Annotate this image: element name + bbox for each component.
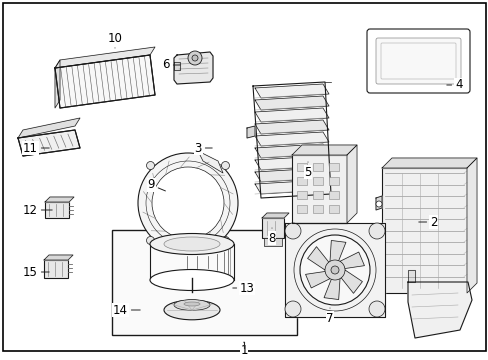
Text: 4: 4 [446,78,462,91]
Ellipse shape [163,237,220,251]
Polygon shape [254,156,328,170]
Bar [296,177,306,185]
Bar [112,230,296,335]
Polygon shape [341,270,362,293]
Circle shape [285,223,301,239]
Bar [291,155,346,223]
Ellipse shape [150,234,234,255]
Bar [328,191,338,199]
Polygon shape [407,282,471,338]
FancyBboxPatch shape [366,29,469,93]
Polygon shape [254,84,328,98]
Polygon shape [285,223,384,317]
Ellipse shape [150,270,234,291]
Polygon shape [254,120,328,134]
Polygon shape [466,158,476,293]
Circle shape [138,153,238,253]
Ellipse shape [183,302,200,306]
Text: 3: 3 [194,141,212,154]
Ellipse shape [174,300,209,310]
Polygon shape [254,108,328,122]
Polygon shape [254,96,328,110]
Text: 1: 1 [240,342,247,356]
Polygon shape [305,271,329,288]
Polygon shape [381,158,476,168]
Polygon shape [246,126,254,138]
Polygon shape [254,168,328,182]
Bar [312,163,323,171]
Text: 8: 8 [268,228,275,244]
Bar [328,163,338,171]
Bar [264,238,282,246]
Circle shape [146,162,154,170]
Ellipse shape [163,300,220,320]
Polygon shape [44,255,73,260]
Bar [328,205,338,213]
Polygon shape [407,270,414,282]
Text: 9: 9 [147,179,165,192]
Polygon shape [55,60,60,108]
Text: 14: 14 [113,303,140,316]
Bar [381,168,466,293]
Bar [45,202,69,218]
Text: 7: 7 [325,308,333,324]
Text: 10: 10 [107,31,122,48]
Polygon shape [254,132,328,146]
Circle shape [375,201,381,207]
Circle shape [368,223,384,239]
Bar [296,163,306,171]
Polygon shape [375,196,381,210]
Text: 15: 15 [23,266,49,279]
Polygon shape [18,118,80,138]
Polygon shape [174,62,180,70]
Polygon shape [55,47,155,68]
Text: 2: 2 [418,216,437,229]
Circle shape [299,235,369,305]
Circle shape [192,55,198,61]
Text: 13: 13 [232,282,254,294]
Bar [262,218,284,238]
Bar [296,205,306,213]
Bar [44,260,68,278]
Text: 6: 6 [162,58,180,72]
Polygon shape [55,55,155,108]
Polygon shape [174,52,213,84]
Bar [312,205,323,213]
Circle shape [221,237,229,244]
Circle shape [221,162,229,170]
Bar [312,191,323,199]
Polygon shape [346,145,356,223]
Polygon shape [45,197,74,202]
Polygon shape [254,180,328,194]
Bar [328,177,338,185]
Bar [296,191,306,199]
Text: 11: 11 [23,141,49,154]
Polygon shape [291,145,356,155]
Polygon shape [329,240,345,261]
Circle shape [146,237,154,244]
Circle shape [285,301,301,317]
Circle shape [368,301,384,317]
FancyBboxPatch shape [375,38,460,84]
Polygon shape [254,144,328,158]
Polygon shape [18,130,80,156]
Circle shape [152,167,224,239]
Circle shape [187,51,202,65]
Circle shape [330,266,338,274]
Polygon shape [339,252,364,269]
Polygon shape [324,279,339,300]
Polygon shape [307,247,328,270]
Polygon shape [198,151,223,173]
Text: 12: 12 [23,203,52,216]
Bar [312,177,323,185]
Polygon shape [262,213,288,218]
Text: 5: 5 [304,162,311,179]
Circle shape [325,260,345,280]
